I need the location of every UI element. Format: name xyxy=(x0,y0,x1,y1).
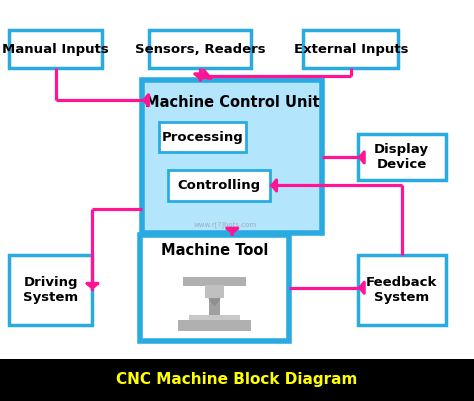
Text: Sensors, Readers: Sensors, Readers xyxy=(135,43,265,56)
FancyBboxPatch shape xyxy=(177,320,251,331)
Text: Manual Inputs: Manual Inputs xyxy=(2,43,109,56)
Text: Controlling: Controlling xyxy=(178,179,261,192)
FancyBboxPatch shape xyxy=(159,122,246,152)
Text: Display
Device: Display Device xyxy=(374,144,429,171)
FancyBboxPatch shape xyxy=(0,359,474,401)
Text: www.r[?]bots.com: www.r[?]bots.com xyxy=(193,221,257,228)
Text: Processing: Processing xyxy=(162,131,244,144)
FancyBboxPatch shape xyxy=(189,315,240,320)
FancyBboxPatch shape xyxy=(358,255,446,325)
FancyBboxPatch shape xyxy=(9,30,102,68)
FancyBboxPatch shape xyxy=(210,286,219,320)
FancyBboxPatch shape xyxy=(9,255,92,325)
FancyBboxPatch shape xyxy=(183,277,246,286)
FancyBboxPatch shape xyxy=(142,80,322,233)
FancyBboxPatch shape xyxy=(303,30,398,68)
Text: External Inputs: External Inputs xyxy=(293,43,408,56)
Text: Machine Control Unit: Machine Control Unit xyxy=(145,95,319,110)
FancyBboxPatch shape xyxy=(358,134,446,180)
Polygon shape xyxy=(208,298,221,307)
FancyBboxPatch shape xyxy=(140,235,289,341)
FancyBboxPatch shape xyxy=(168,170,270,200)
FancyBboxPatch shape xyxy=(205,285,224,298)
Text: Driving
System: Driving System xyxy=(23,276,79,304)
FancyBboxPatch shape xyxy=(149,30,251,68)
Text: CNC Machine Block Diagram: CNC Machine Block Diagram xyxy=(116,373,358,387)
Text: Feedback
System: Feedback System xyxy=(366,276,438,304)
Text: Machine Tool: Machine Tool xyxy=(161,243,268,258)
